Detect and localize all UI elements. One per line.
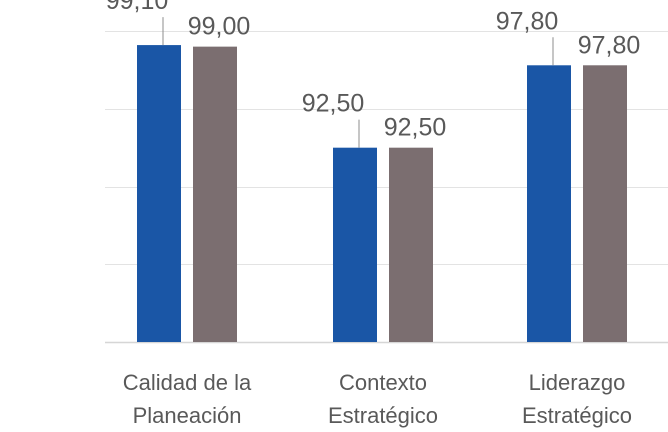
data-label: 97,80 [578,31,641,59]
data-labels: 99,10 99,00 92,50 92,50 97,80 97,80 [106,0,641,142]
data-label: 99,00 [188,13,251,41]
bar [333,147,377,342]
bar [527,65,571,343]
bar [583,65,627,343]
category-label: Liderazgo Estratégico [522,370,632,428]
bar [389,147,433,342]
category-labels: Calidad de la Planeación Contexto Estratégi… [123,370,632,428]
data-label: 99,10 [106,0,169,15]
bars [137,45,627,343]
bar [137,45,181,342]
category-label: Contexto Estratégico [328,370,438,428]
data-label: 92,50 [302,90,365,118]
label-leaders [162,17,554,148]
category-label: Calidad de la Planeación [123,370,252,428]
data-label: 92,50 [384,114,447,142]
data-label: 97,80 [496,7,559,35]
bar [193,46,237,343]
